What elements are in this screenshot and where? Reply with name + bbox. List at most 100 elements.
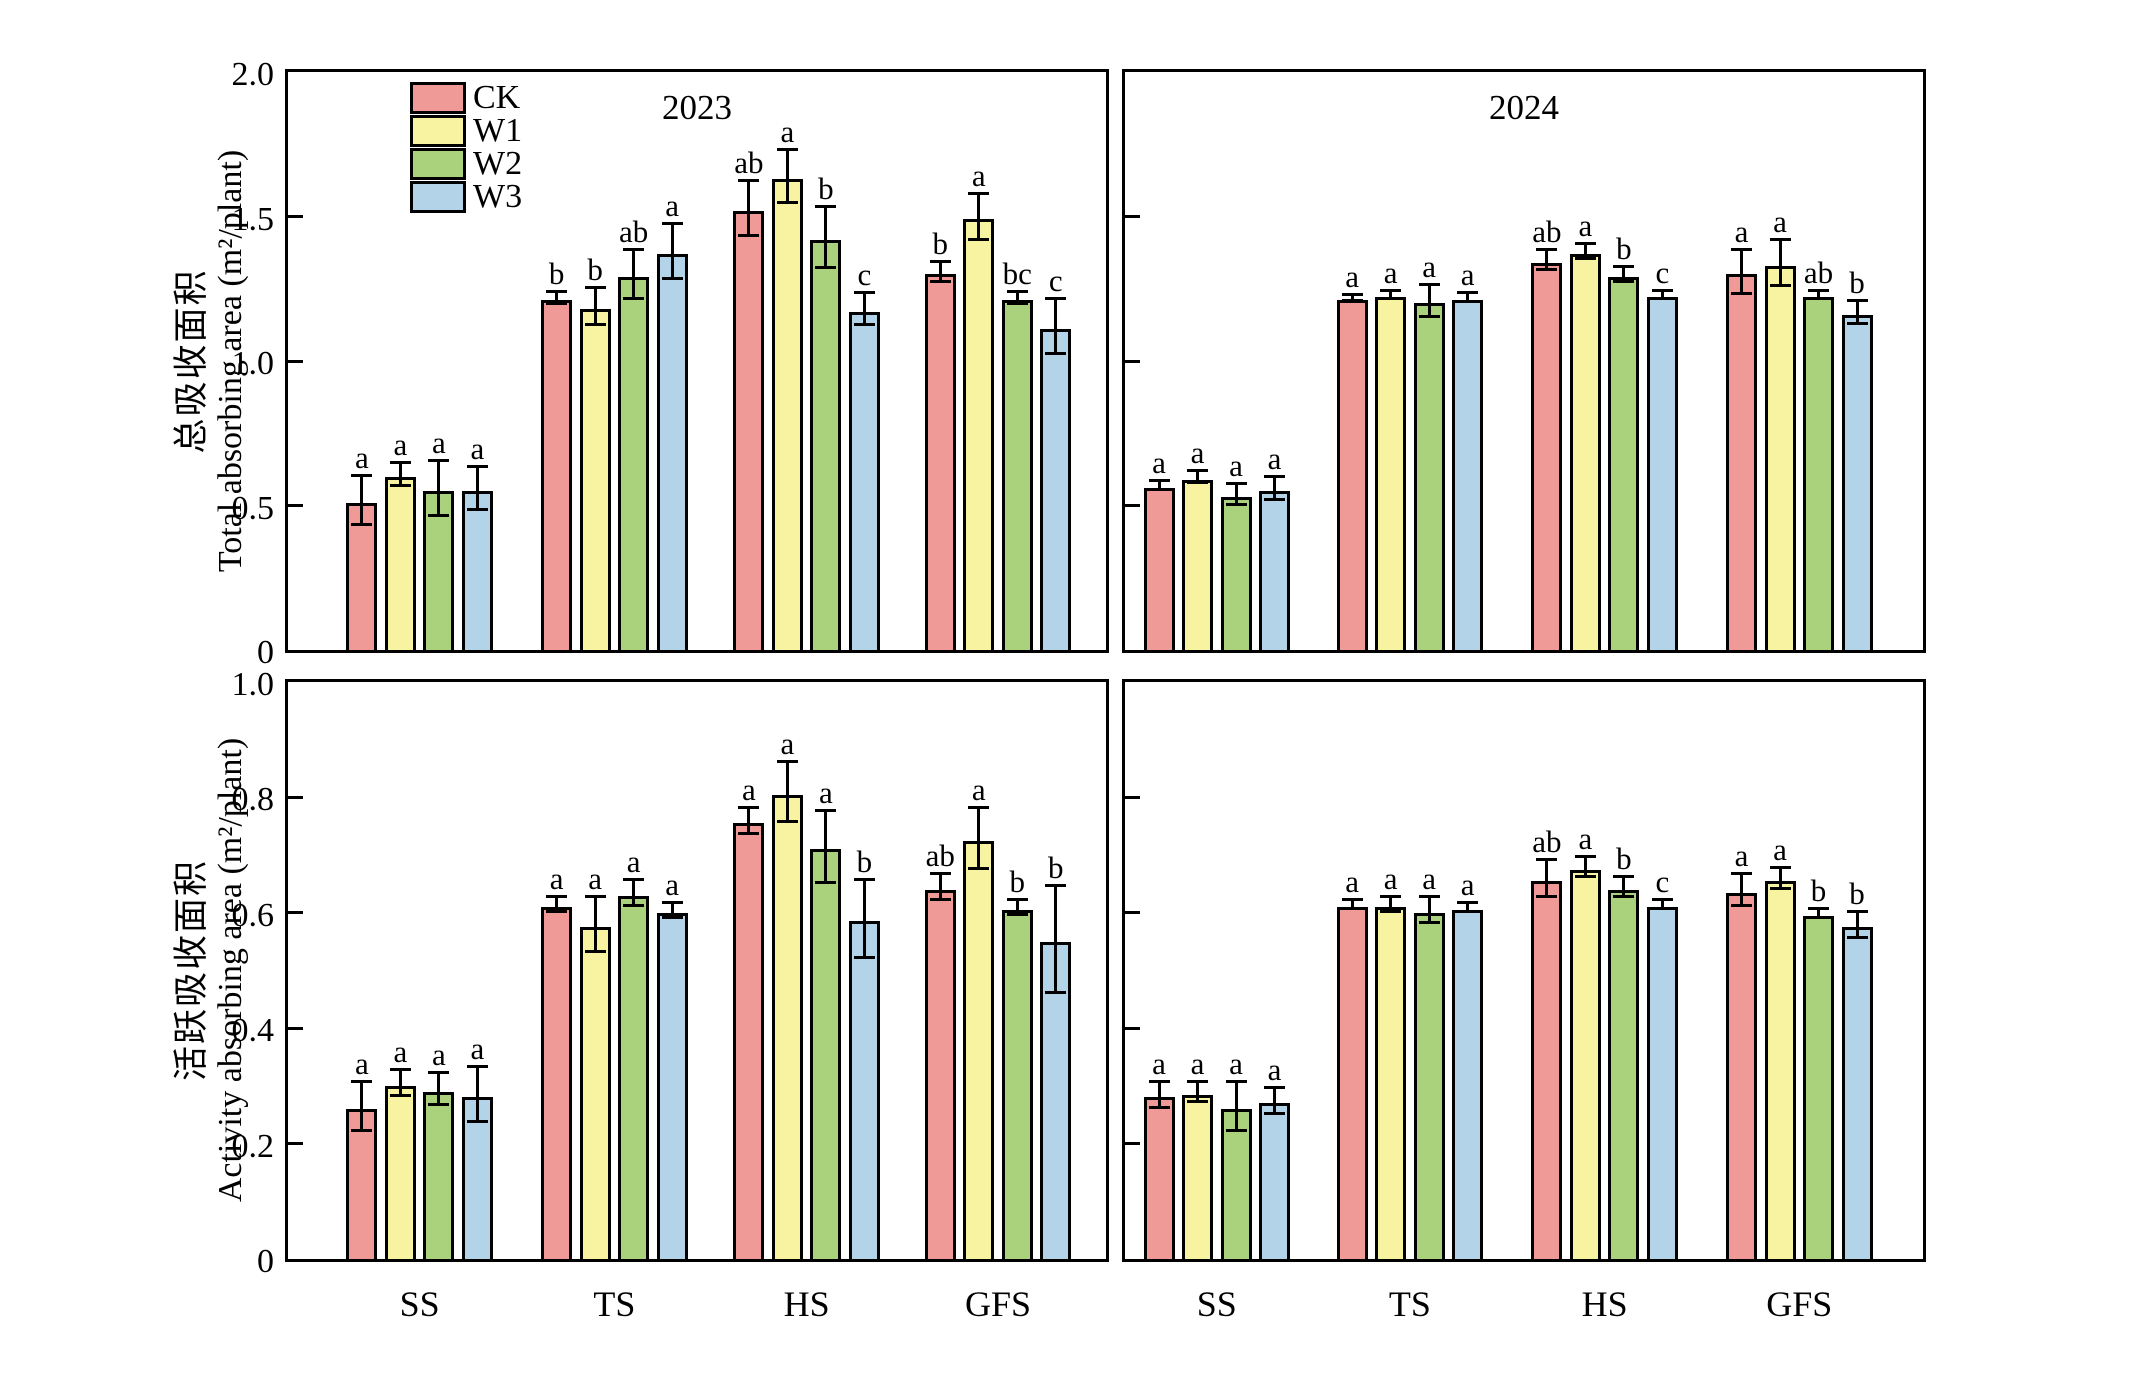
bar-W2-HS	[810, 849, 842, 1259]
bar-W3-SS	[461, 1097, 493, 1259]
legend-item-W2: W2	[410, 147, 522, 181]
significance-letter-W2-GFS: b	[1009, 864, 1026, 900]
panel-2024-total-absorbing-area: 2024 a a ab a a a a a a a b ab a a c b	[1122, 69, 1926, 653]
bar-W2-GFS	[1001, 909, 1033, 1259]
significance-letter-W3-TS: a	[665, 867, 679, 903]
error-bar-W1-TS	[1380, 288, 1402, 301]
significance-letter-W2-HS: b	[1616, 231, 1632, 267]
panel-title-2024: 2024	[1489, 88, 1559, 127]
significance-letter-CK-SS: a	[355, 439, 369, 475]
bar-W3-GFS	[1841, 927, 1873, 1259]
bar-W3-GFS	[1040, 941, 1072, 1259]
error-bar-W2-TS	[1418, 895, 1440, 925]
significance-letter-W1-SS: a	[393, 1034, 408, 1070]
significance-letter-W3-GFS: b	[1849, 264, 1865, 300]
bar-W1-GFS	[1764, 881, 1796, 1259]
bar-CK-HS	[1531, 881, 1563, 1259]
error-bar-W1-GFS	[968, 805, 990, 870]
significance-letter-W1-GFS: a	[1773, 832, 1787, 868]
legend-item-CK: CK	[410, 81, 522, 115]
error-bar-W2-TS	[623, 248, 645, 301]
bar-W1-SS	[1182, 1094, 1214, 1259]
bar-W1-SS	[384, 1085, 416, 1259]
error-bar-W3-HS	[1651, 898, 1673, 910]
error-bar-CK-HS	[1536, 248, 1558, 272]
bar-W1-GFS	[963, 840, 995, 1259]
significance-letter-W1-SS: a	[1190, 435, 1205, 471]
error-bar-W3-GFS	[1846, 298, 1868, 325]
legend-label-W1: W1	[473, 112, 523, 149]
significance-letter-W1-TS: b	[587, 251, 603, 287]
y-axis-tick-label: 1.0	[231, 666, 275, 703]
error-bar-CK-HS	[738, 178, 760, 237]
bar-W1-SS	[384, 476, 416, 650]
significance-letter-W2-HS: a	[818, 774, 833, 810]
bar-W2-TS	[618, 895, 650, 1259]
y-axis-tick-labels-top: 0 0.5 1.0 1.5 2.0	[190, 58, 275, 670]
significance-letter-W3-GFS: b	[1849, 875, 1865, 911]
error-bar-W1-HS	[776, 148, 798, 204]
error-bar-CK-GFS	[929, 259, 951, 283]
bar-CK-GFS	[1726, 892, 1758, 1259]
bar-W3-HS	[848, 921, 880, 1259]
error-bar-W1-TS	[584, 285, 606, 327]
error-bar-CK-TS	[546, 290, 568, 305]
significance-letter-CK-GFS: b	[932, 225, 949, 261]
error-bar-CK-HS	[738, 805, 760, 835]
error-bar-W2-HS	[815, 204, 837, 269]
error-bar-W3-HS	[853, 291, 875, 327]
bar-CK-TS	[541, 907, 573, 1259]
error-bar-W2-TS	[623, 877, 645, 908]
bar-W3-TS	[656, 912, 688, 1259]
bar-W2-HS	[1608, 889, 1640, 1259]
error-bar-W3-TS	[1457, 901, 1479, 913]
error-bar-CK-HS	[1536, 857, 1558, 899]
bar-W3-TS	[1452, 909, 1484, 1259]
bar-W2-SS	[423, 1091, 455, 1259]
error-bar-W3-HS	[1651, 288, 1673, 301]
error-bar-W3-TS	[661, 222, 683, 281]
error-bar-W2-HS	[1613, 265, 1635, 283]
significance-letter-W2-SS: a	[432, 1037, 446, 1073]
significance-letter-CK-GFS: a	[1734, 214, 1749, 250]
y-axis-tick-label: 1.0	[231, 345, 275, 382]
error-bar-W3-SS	[1264, 474, 1286, 502]
error-bar-W3-SS	[1264, 1085, 1286, 1115]
x-category-label-TS: TS	[593, 1284, 636, 1324]
y-axis-tick	[288, 911, 303, 915]
bar-CK-SS	[346, 1108, 378, 1259]
y-axis-tick	[288, 795, 303, 799]
bar-W3-SS	[1259, 491, 1291, 650]
y-axis-tick-labels-bottom: 0 0.2 0.4 0.6 0.8 1.0	[190, 668, 275, 1279]
error-bar-W1-GFS	[1769, 866, 1791, 890]
significance-letter-W3-GFS: b	[1048, 849, 1064, 885]
error-bar-W3-GFS	[1045, 883, 1067, 994]
significance-letter-CK-SS: a	[1152, 445, 1166, 481]
error-bar-W2-TS	[1418, 282, 1440, 318]
x-category-label-HS: HS	[783, 1284, 830, 1324]
significance-letter-CK-TS: a	[549, 861, 564, 897]
y-axis-tick-label: 0.8	[231, 781, 275, 819]
bar-W2-HS	[1608, 277, 1640, 650]
panel-2024-activity-absorbing-area: a a ab a a a a a a a b b a a c b	[1122, 679, 1926, 1262]
y-axis-tick	[1125, 215, 1140, 218]
significance-letter-W2-TS: a	[626, 843, 641, 879]
y-axis-tick-label: 2.0	[231, 56, 275, 93]
y-axis-tick	[288, 504, 303, 507]
panel-2023-activity-absorbing-area: a a a ab a a a a a a a b a a b b	[285, 679, 1109, 1262]
significance-letter-CK-HS: ab	[1532, 823, 1562, 859]
bar-W1-HS	[771, 794, 803, 1259]
significance-letter-W1-TS: a	[1383, 861, 1398, 897]
x-category-label-SS: SS	[399, 1284, 440, 1324]
bar-CK-TS	[1336, 907, 1368, 1259]
bar-CK-HS	[733, 823, 765, 1259]
error-bar-CK-GFS	[1731, 248, 1753, 295]
error-bar-W1-HS	[1574, 242, 1596, 260]
bar-W3-GFS	[1040, 329, 1072, 650]
error-bar-W2-SS	[1225, 1079, 1247, 1133]
bar-CK-SS	[1143, 488, 1175, 650]
significance-letter-W3-TS: a	[1460, 867, 1475, 903]
x-category-label-HS: HS	[1581, 1284, 1628, 1324]
significance-letter-W1-GFS: a	[1773, 203, 1787, 239]
